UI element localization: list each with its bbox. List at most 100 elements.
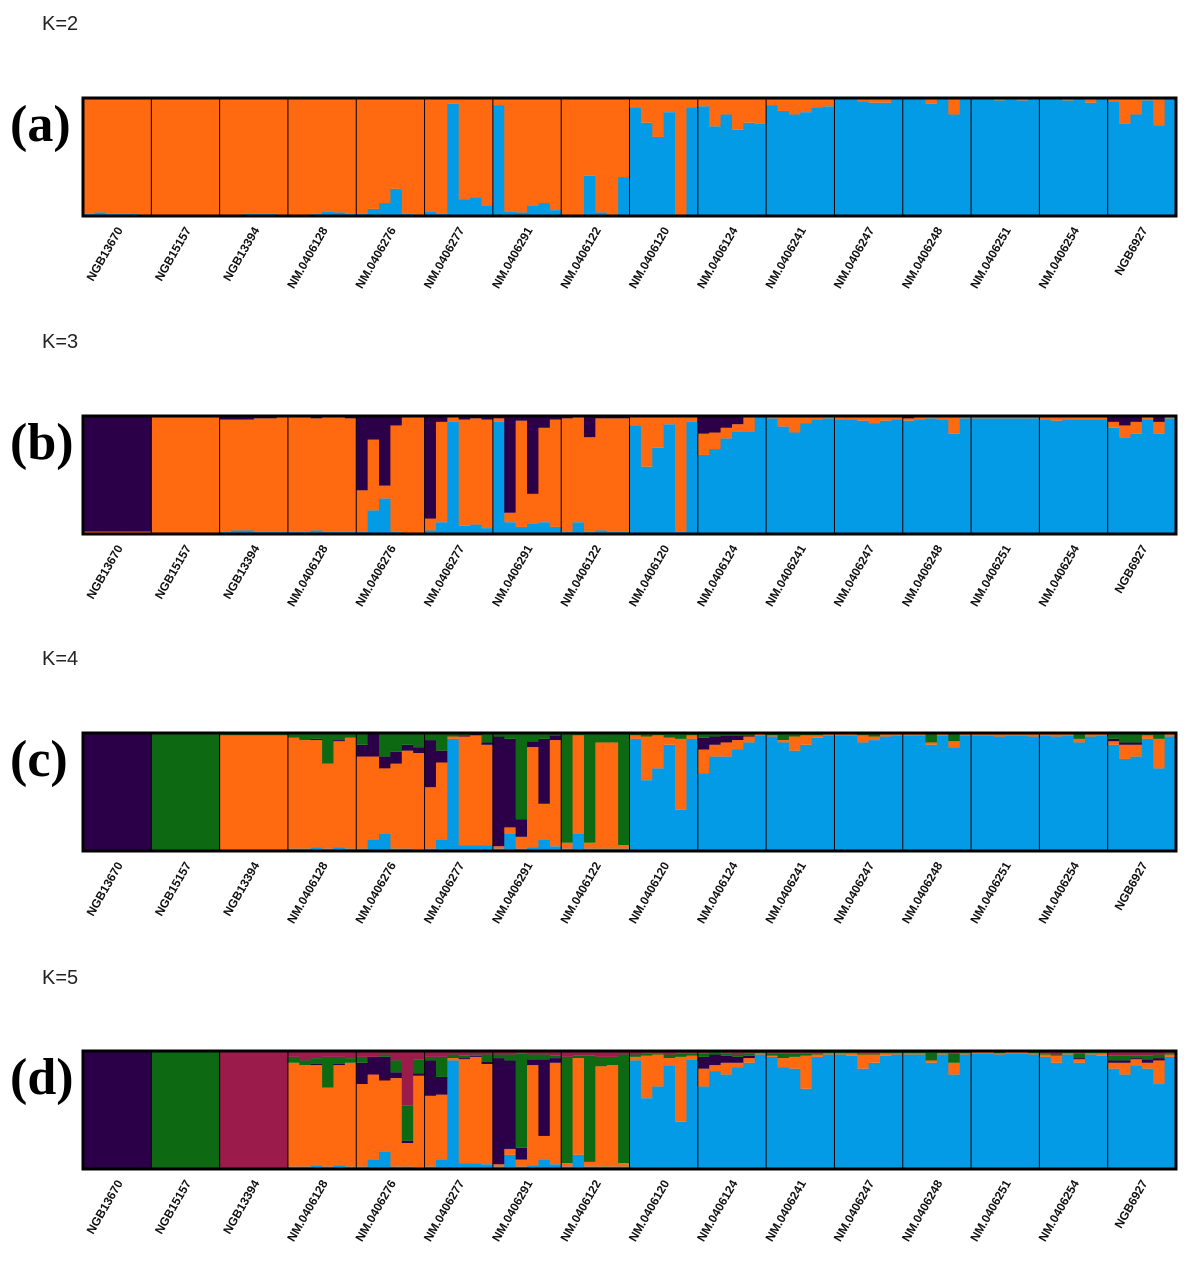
bar-segment: [322, 1087, 334, 1167]
bar-segment: [1107, 1051, 1120, 1056]
group-label: NM.0406120: [626, 1177, 673, 1244]
bar-segment: [458, 419, 471, 526]
bar-segment: [720, 1055, 733, 1063]
bar-segment: [151, 1051, 164, 1169]
bar-segment: [1141, 1051, 1154, 1056]
bar-segment: [595, 1066, 608, 1167]
bar-segment: [948, 741, 961, 748]
bar-segment: [914, 99, 926, 216]
bar-segment: [1062, 1054, 1074, 1169]
bar-segment: [527, 847, 539, 851]
bar-segment: [971, 418, 983, 534]
bar-segment: [333, 847, 346, 851]
bar-segment: [538, 738, 551, 804]
bar-segment: [504, 827, 517, 834]
bar-segment: [868, 423, 881, 534]
bar-segment: [1050, 1051, 1063, 1055]
bar-segment: [492, 846, 505, 849]
bar-segment: [823, 418, 835, 534]
bar-segment: [891, 1053, 904, 1055]
bar-segment: [231, 530, 243, 534]
bar-segment: [1130, 98, 1143, 115]
bar-segment: [731, 424, 744, 432]
bar-segment: [174, 98, 186, 216]
bar-segment: [731, 431, 744, 534]
bar-segment: [413, 733, 425, 748]
bar-segment: [549, 846, 562, 851]
bar-segment: [788, 417, 801, 433]
bar-segment: [458, 98, 471, 200]
bar-segment: [344, 737, 357, 849]
bar-segment: [652, 735, 665, 769]
bar-segment: [936, 1053, 949, 1055]
bar-segment: [1027, 99, 1040, 216]
bar-segment: [583, 1055, 596, 1162]
plot-frame: [81, 414, 1178, 536]
bar-segment: [1016, 734, 1029, 736]
bar-segment: [1062, 419, 1074, 534]
bar-segment: [322, 417, 334, 532]
bar-segment: [902, 420, 915, 534]
bar-segment: [310, 733, 323, 739]
bar-segment: [914, 419, 926, 534]
bar-segment: [1062, 1052, 1074, 1054]
bar-segment: [811, 1053, 824, 1055]
bar-segment: [413, 98, 425, 215]
bar-segment: [857, 98, 869, 102]
bar-segment: [1141, 738, 1154, 851]
bar-segment: [458, 199, 471, 216]
bar-segment: [515, 1053, 528, 1148]
bar-segment: [925, 1060, 938, 1063]
group-label: NM.0406122: [557, 1177, 604, 1244]
bar-segment: [959, 1052, 972, 1054]
bar-segment: [344, 733, 357, 738]
bar-segment: [538, 1059, 551, 1136]
bar-segment: [242, 530, 255, 534]
group-label: NGB13394: [220, 859, 262, 918]
bar-segment: [606, 742, 619, 849]
bar-segment: [435, 1094, 448, 1160]
bar-segment: [857, 417, 869, 421]
bar-segment: [390, 751, 403, 764]
bar-segment: [162, 733, 175, 851]
bar-segment: [413, 417, 425, 533]
group-label: NM.0406291: [489, 224, 536, 291]
bar-segment: [948, 1062, 961, 1075]
bar-segment: [549, 210, 562, 216]
bar-segment: [618, 1051, 630, 1055]
bar-segment: [709, 736, 721, 745]
plot-frame: [81, 731, 1178, 853]
bar-segment: [344, 1058, 357, 1063]
bar-segment: [527, 1054, 539, 1060]
bar-segment: [253, 418, 266, 532]
group-label: NM.0406291: [489, 542, 536, 609]
bar-segment: [265, 98, 277, 214]
group-label: NM.0406251: [967, 1177, 1014, 1244]
bar-segment: [1073, 1059, 1086, 1063]
bar-segment: [413, 1051, 425, 1060]
bar-segment: [720, 114, 733, 216]
bar-segment: [276, 98, 289, 215]
bar-segment: [629, 107, 642, 216]
bar-segment: [242, 98, 255, 214]
group-label: NM.0406254: [1036, 1177, 1083, 1244]
bar-segment: [891, 1052, 904, 1054]
bar-segment: [1050, 734, 1063, 737]
bar-segment: [424, 787, 437, 849]
bar-segment: [515, 212, 528, 216]
bar-segment: [686, 416, 699, 422]
bar-segment: [857, 1068, 869, 1169]
bar-segment: [1084, 417, 1097, 420]
bar-segment: [743, 735, 756, 737]
bar-segment: [435, 522, 448, 534]
bar-segment: [128, 98, 141, 214]
bar-segment: [128, 733, 141, 851]
bar-segment: [1005, 417, 1018, 419]
bar-segment: [379, 485, 391, 499]
bar-segment: [1119, 1074, 1131, 1169]
bar-segment: [401, 98, 414, 214]
bar-segment: [435, 733, 448, 751]
group-label: NM.0406241: [762, 1177, 809, 1244]
bar-segment: [1107, 741, 1120, 745]
